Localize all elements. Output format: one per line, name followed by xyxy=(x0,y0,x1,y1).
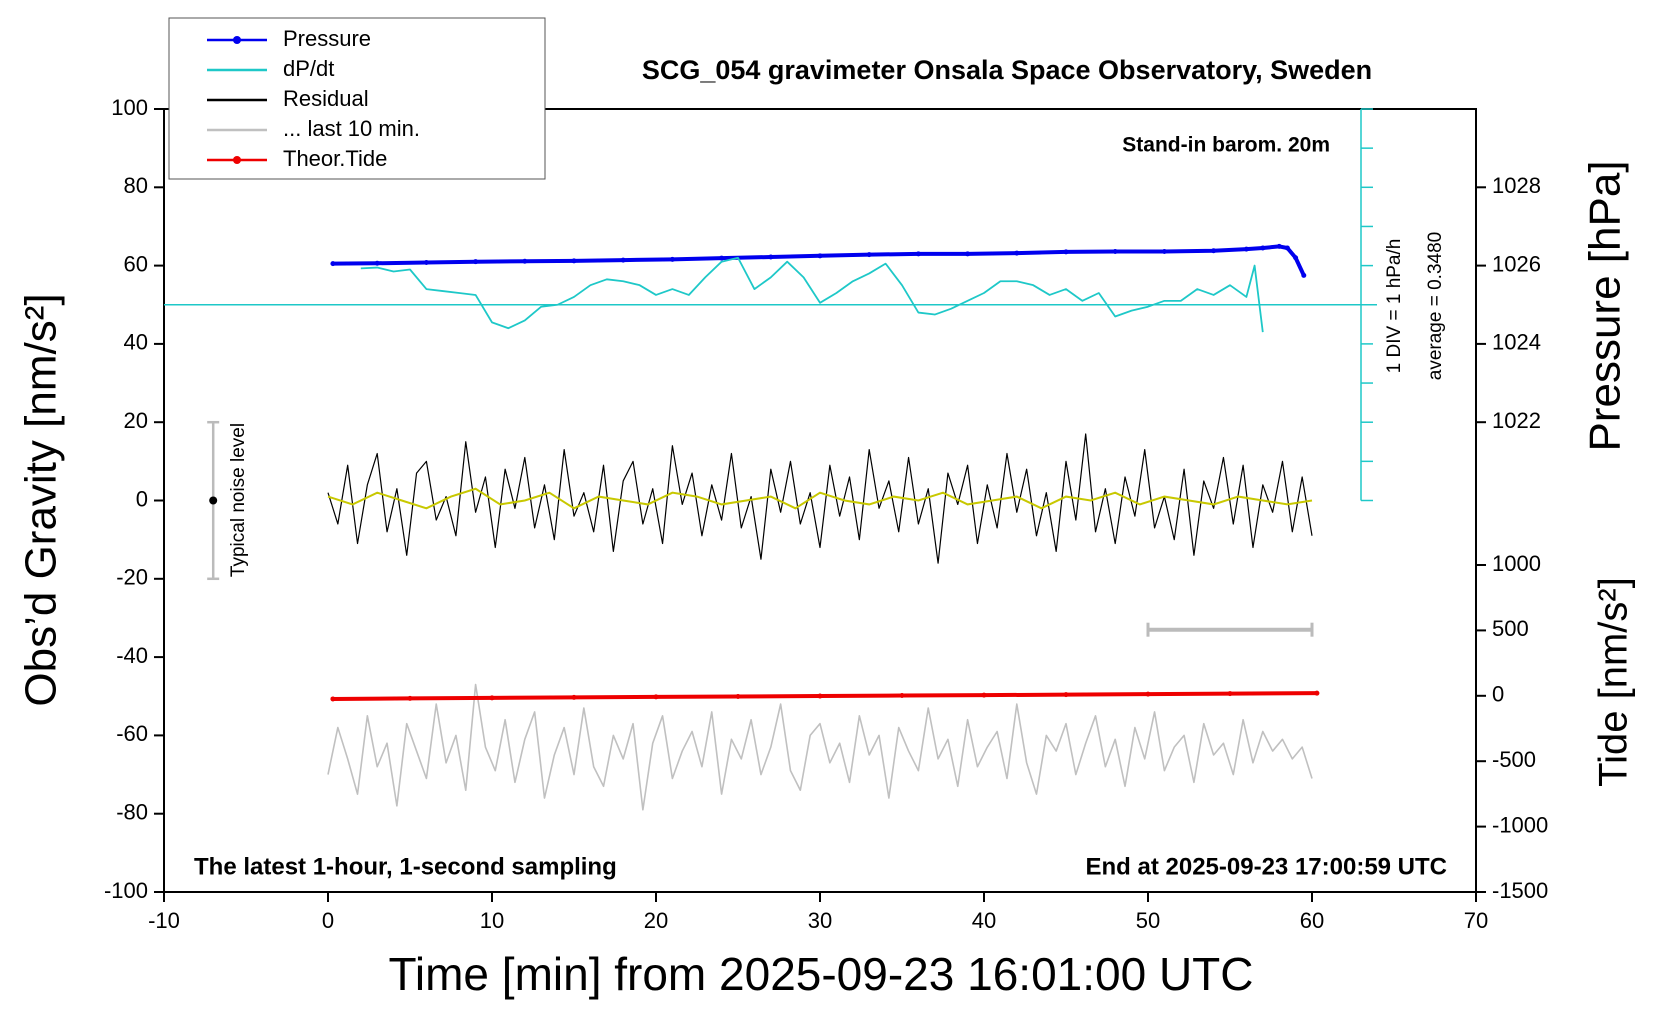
series-point xyxy=(1314,690,1320,696)
series-point xyxy=(489,695,495,701)
series-point xyxy=(620,257,626,263)
y-tick-label: -100 xyxy=(104,878,148,903)
series-line xyxy=(332,691,1317,701)
series-point xyxy=(653,694,659,700)
legend-label: dP/dt xyxy=(283,56,334,81)
series-point xyxy=(1112,249,1118,255)
note-left: The latest 1-hour, 1-second sampling xyxy=(194,853,617,880)
y3-tick-label: -500 xyxy=(1492,747,1536,772)
y3-tick-label: -1000 xyxy=(1492,812,1548,837)
x-tick-label: 40 xyxy=(972,908,996,933)
series-point xyxy=(735,693,741,699)
dpdt-scale-label: 1 DIV = 1 hPa/h xyxy=(1384,239,1405,374)
series-point xyxy=(330,261,336,267)
x-tick-label: 50 xyxy=(1136,908,1160,933)
series-point xyxy=(522,258,528,264)
series-line xyxy=(360,256,1264,333)
x-tick-label: -10 xyxy=(148,908,180,933)
y3-tick-label: 500 xyxy=(1492,616,1529,641)
x-tick-label: 20 xyxy=(644,908,668,933)
series-line xyxy=(327,433,1313,564)
series-point xyxy=(571,694,577,700)
series-point xyxy=(1145,691,1151,697)
series-point xyxy=(899,693,905,699)
y-tick-label: 60 xyxy=(124,251,148,276)
x-tick-label: 70 xyxy=(1464,908,1488,933)
series-point xyxy=(423,259,429,265)
series-point xyxy=(1293,255,1299,261)
legend-label: Residual xyxy=(283,86,369,111)
y-tick-label: 40 xyxy=(124,330,148,355)
dpdt-average-label: average = 0.3480 xyxy=(1425,232,1446,380)
y-tick-label: 100 xyxy=(111,95,148,120)
note-right: End at 2025-09-23 17:00:59 UTC xyxy=(1086,853,1448,880)
series-point xyxy=(1063,249,1069,255)
series-point xyxy=(1161,249,1167,255)
y2-tick-label: 1022 xyxy=(1492,408,1541,433)
x-tick-label: 0 xyxy=(322,908,334,933)
series-point xyxy=(817,253,823,259)
y-axis-label: Obs’d Gravity [nm/s²] xyxy=(17,293,66,706)
legend: Pressure dP/dt Residual ... last 10 min. The… xyxy=(168,17,546,180)
series-point xyxy=(866,252,872,258)
series-point xyxy=(1301,272,1307,278)
legend-label: Pressure xyxy=(283,26,371,51)
smoothed-line xyxy=(327,487,1313,510)
y-tick-label: -60 xyxy=(116,721,148,746)
series-point xyxy=(719,255,725,261)
x-tick-label: 60 xyxy=(1300,908,1324,933)
series-point xyxy=(473,259,479,265)
series-point xyxy=(669,256,675,262)
series-point xyxy=(1260,245,1266,251)
subtitle: Stand-in barom. 20m xyxy=(1122,134,1330,157)
series-point xyxy=(1014,250,1020,256)
legend-marker xyxy=(233,156,241,164)
y-tick-label: 80 xyxy=(124,173,148,198)
y-tick-label: -40 xyxy=(116,643,148,668)
series-point xyxy=(374,260,380,266)
noise-center xyxy=(209,496,218,505)
y2-tick-label: 1024 xyxy=(1492,330,1541,355)
series-point xyxy=(768,254,774,260)
series-point xyxy=(965,251,971,257)
series-point xyxy=(407,695,413,701)
series-point xyxy=(330,696,336,702)
series-point xyxy=(817,693,823,699)
y2-tick-label: 1026 xyxy=(1492,251,1541,276)
x-axis-label: Time [min] from 2025-09-23 16:01:00 UTC xyxy=(389,948,1254,1000)
series-line xyxy=(332,244,1306,277)
series-point xyxy=(981,692,987,698)
y3-axis-label: Tide [nm/s²] xyxy=(1592,577,1636,787)
series-point xyxy=(915,251,921,257)
series-point xyxy=(1227,691,1233,697)
y-tick-label: -80 xyxy=(116,800,148,825)
legend-box xyxy=(168,17,546,180)
y-tick-label: 20 xyxy=(124,408,148,433)
x-tick-label: 30 xyxy=(808,908,832,933)
series-point xyxy=(1284,245,1290,251)
y3-tick-label: -1500 xyxy=(1492,878,1548,903)
y2-tick-label: 1028 xyxy=(1492,173,1541,198)
y3-tick-label: 1000 xyxy=(1492,551,1541,576)
series-point xyxy=(1243,246,1249,252)
y-tick-label: 0 xyxy=(136,486,148,511)
series-point xyxy=(1063,692,1069,698)
legend-marker xyxy=(233,36,241,44)
y3-tick-label: 0 xyxy=(1492,682,1504,707)
series-line xyxy=(327,683,1313,811)
series-point xyxy=(1211,248,1217,254)
chart-title: SCG_054 gravimeter Onsala Space Observat… xyxy=(642,55,1372,85)
x-tick-label: 10 xyxy=(480,908,504,933)
series-point xyxy=(571,258,577,264)
legend-label: Theor.Tide xyxy=(283,146,387,171)
noise-label: Typical noise level xyxy=(228,423,249,577)
y2-axis-label: Pressure [hPa] xyxy=(1581,160,1630,451)
legend-label: ... last 10 min. xyxy=(283,116,420,141)
series-point xyxy=(1276,243,1282,249)
y-tick-label: -20 xyxy=(116,565,148,590)
